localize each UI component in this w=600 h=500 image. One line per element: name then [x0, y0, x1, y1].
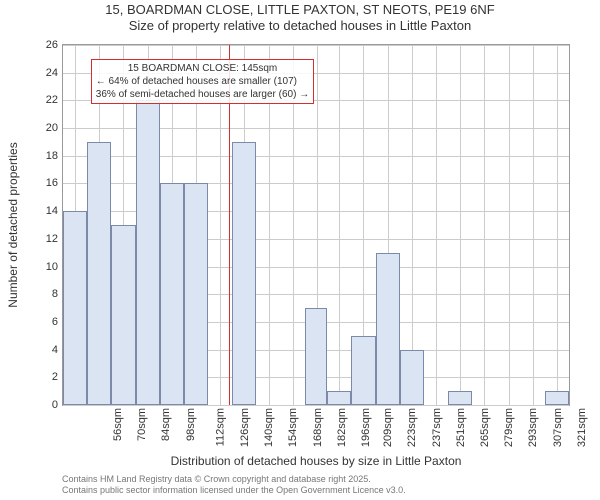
gridline-v: [557, 45, 558, 405]
x-tick-label: 265sqm: [479, 408, 491, 447]
y-tick-label: 16: [28, 177, 58, 189]
y-axis-label: Number of detached properties: [6, 142, 20, 307]
attribution-footer: Contains HM Land Registry data © Crown c…: [62, 474, 406, 496]
y-tick-label: 8: [28, 288, 58, 300]
gridline-v: [436, 45, 437, 405]
histogram-bar: [376, 253, 400, 405]
gridline-h: [63, 405, 569, 406]
x-tick-label: 209sqm: [382, 408, 394, 447]
histogram-bar: [184, 183, 208, 405]
y-tick-label: 12: [28, 233, 58, 245]
footer-line-2: Contains public sector information licen…: [62, 485, 406, 495]
chart-container: 15, BOARDMAN CLOSE, LITTLE PAXTON, ST NE…: [0, 0, 600, 500]
plot-area: 15 BOARDMAN CLOSE: 145sqm← 64% of detach…: [62, 44, 570, 406]
x-tick-label: 196sqm: [360, 408, 372, 447]
y-tick-label: 2: [28, 371, 58, 383]
x-tick-label: 279sqm: [503, 408, 515, 447]
histogram-bar: [327, 391, 351, 405]
gridline-v: [339, 45, 340, 405]
y-tick-label: 14: [28, 205, 58, 217]
histogram-bar: [545, 391, 569, 405]
gridline-v: [509, 45, 510, 405]
y-tick-label: 4: [28, 344, 58, 356]
y-tick-label: 6: [28, 316, 58, 328]
x-tick-label: 223sqm: [407, 408, 419, 447]
x-tick-label: 154sqm: [287, 408, 299, 447]
histogram-bar: [351, 336, 375, 405]
gridline-v: [484, 45, 485, 405]
histogram-bar: [448, 391, 472, 405]
x-tick-label: 251sqm: [455, 408, 467, 447]
x-tick-label: 182sqm: [336, 408, 348, 447]
title-line-1: 15, BOARDMAN CLOSE, LITTLE PAXTON, ST NE…: [105, 2, 494, 17]
x-tick-label: 237sqm: [431, 408, 443, 447]
x-tick-label: 126sqm: [239, 408, 251, 447]
x-tick-label: 168sqm: [312, 408, 324, 447]
histogram-bar: [111, 225, 135, 405]
x-tick-label: 307sqm: [552, 408, 564, 447]
annotation-line: 36% of semi-detached houses are larger (…: [96, 88, 309, 101]
y-tick-label: 20: [28, 122, 58, 134]
gridline-v: [460, 45, 461, 405]
x-tick-label: 56sqm: [112, 408, 124, 441]
x-tick-label: 98sqm: [185, 408, 197, 441]
x-tick-label: 140sqm: [263, 408, 275, 447]
x-tick-label: 70sqm: [136, 408, 148, 441]
x-axis-label: Distribution of detached houses by size …: [62, 454, 570, 468]
gridline-v: [533, 45, 534, 405]
x-tick-label: 112sqm: [214, 408, 226, 446]
histogram-bar: [232, 142, 256, 405]
y-tick-label: 22: [28, 94, 58, 106]
chart-title: 15, BOARDMAN CLOSE, LITTLE PAXTON, ST NE…: [0, 2, 600, 34]
y-tick-label: 10: [28, 261, 58, 273]
y-tick-label: 26: [28, 39, 58, 51]
histogram-bar: [87, 142, 111, 405]
footer-line-1: Contains HM Land Registry data © Crown c…: [62, 474, 371, 484]
histogram-bar: [160, 183, 184, 405]
y-tick-label: 24: [28, 67, 58, 79]
annotation-line: ← 64% of detached houses are smaller (10…: [96, 75, 309, 88]
y-tick-label: 0: [28, 399, 58, 411]
histogram-bar: [63, 211, 87, 405]
histogram-bar: [136, 100, 160, 405]
histogram-bar: [400, 350, 424, 405]
histogram-bar: [305, 308, 327, 405]
annotation-box: 15 BOARDMAN CLOSE: 145sqm← 64% of detach…: [91, 59, 314, 104]
y-tick-label: 18: [28, 150, 58, 162]
x-tick-label: 293sqm: [528, 408, 540, 447]
x-tick-label: 321sqm: [576, 408, 588, 447]
annotation-line: 15 BOARDMAN CLOSE: 145sqm: [96, 62, 309, 75]
title-line-2: Size of property relative to detached ho…: [129, 18, 472, 33]
x-tick-label: 84sqm: [160, 408, 172, 441]
